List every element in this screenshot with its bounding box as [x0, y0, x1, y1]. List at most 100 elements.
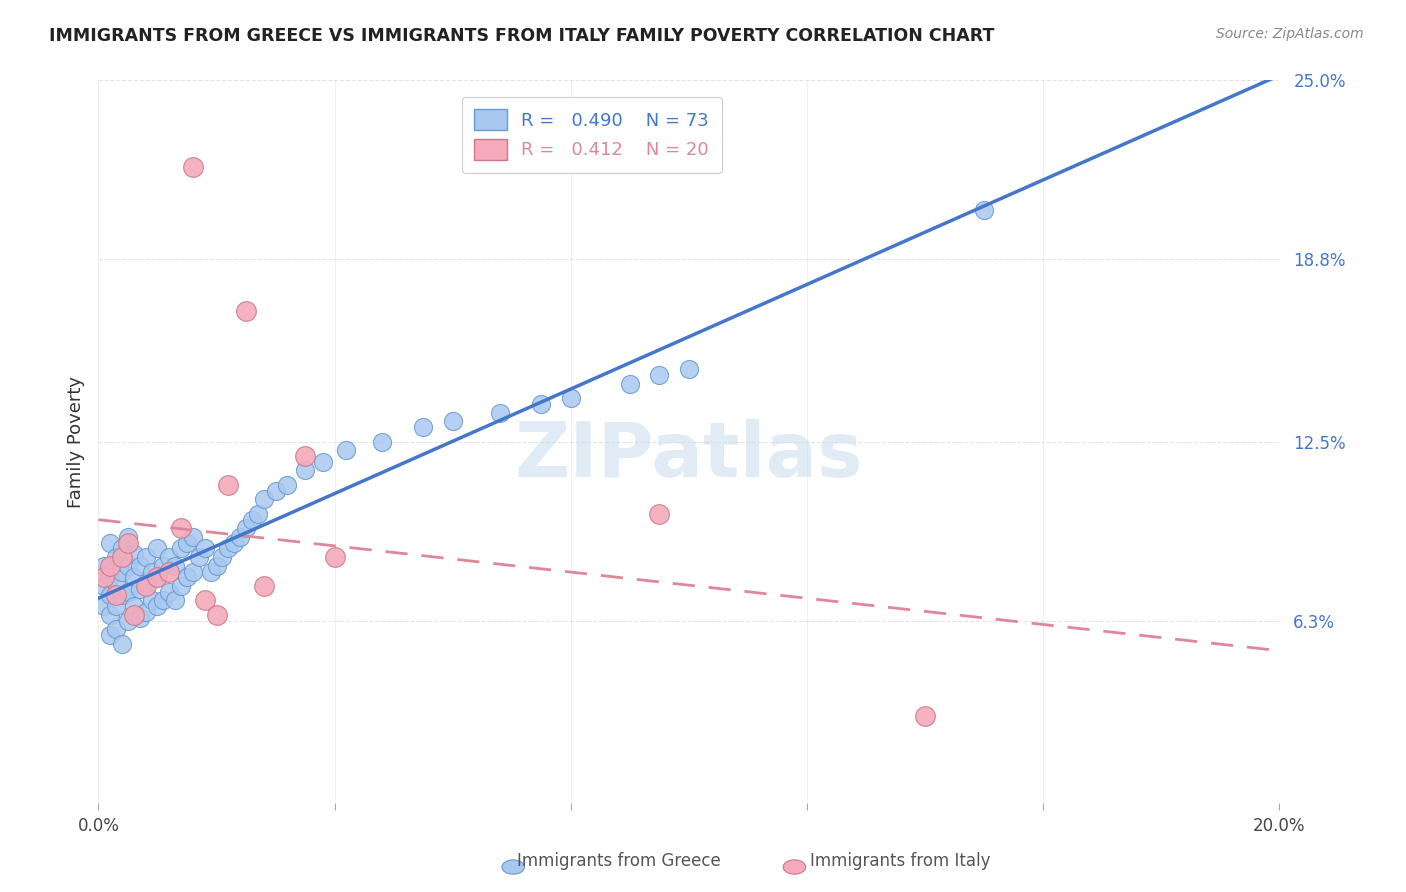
Point	[176, 535, 198, 549]
Point	[98, 607, 121, 622]
Point	[914, 709, 936, 723]
Point	[135, 605, 157, 619]
Point	[194, 541, 217, 556]
Point	[105, 623, 128, 637]
Point	[135, 576, 157, 591]
Point	[217, 478, 239, 492]
Point	[146, 541, 169, 556]
Legend: R =   0.490    N = 73, R =   0.412    N = 20: R = 0.490 N = 73, R = 0.412 N = 20	[461, 96, 721, 172]
Point	[246, 507, 269, 521]
Point	[211, 550, 233, 565]
Point	[200, 565, 222, 579]
Point	[323, 550, 346, 565]
Point	[205, 558, 228, 573]
Point	[619, 376, 641, 391]
Point	[93, 570, 115, 584]
Point	[217, 541, 239, 556]
Point	[176, 570, 198, 584]
Point	[98, 558, 121, 573]
Point	[181, 565, 204, 579]
Point	[181, 530, 204, 544]
Point	[93, 599, 115, 614]
Circle shape	[502, 860, 524, 874]
Point	[152, 558, 174, 573]
Text: IMMIGRANTS FROM GREECE VS IMMIGRANTS FROM ITALY FAMILY POVERTY CORRELATION CHART: IMMIGRANTS FROM GREECE VS IMMIGRANTS FRO…	[49, 27, 994, 45]
Point	[111, 565, 134, 579]
Text: Immigrants from Greece: Immigrants from Greece	[517, 852, 720, 870]
Point	[128, 558, 150, 573]
Point	[146, 599, 169, 614]
Text: Source: ZipAtlas.com: Source: ZipAtlas.com	[1216, 27, 1364, 41]
Point	[117, 558, 139, 573]
Point	[678, 362, 700, 376]
Point	[371, 434, 394, 449]
Point	[111, 541, 134, 556]
Point	[117, 584, 139, 599]
Point	[122, 547, 145, 561]
Point	[157, 584, 180, 599]
Point	[141, 593, 163, 607]
Point	[98, 628, 121, 642]
Point	[128, 611, 150, 625]
Point	[294, 449, 316, 463]
Point	[253, 579, 276, 593]
Point	[441, 414, 464, 428]
Point	[235, 521, 257, 535]
Point	[194, 593, 217, 607]
Point	[111, 637, 134, 651]
Point	[165, 558, 187, 573]
Point	[117, 535, 139, 549]
Point	[105, 576, 128, 591]
Point	[135, 550, 157, 565]
Y-axis label: Family Poverty: Family Poverty	[66, 376, 84, 508]
Point	[98, 588, 121, 602]
Point	[157, 565, 180, 579]
Point	[276, 478, 298, 492]
Point	[128, 582, 150, 596]
Point	[648, 507, 671, 521]
Point	[111, 550, 134, 565]
Point	[93, 579, 115, 593]
Point	[141, 565, 163, 579]
Point	[229, 530, 252, 544]
Point	[240, 512, 263, 526]
Point	[122, 607, 145, 622]
Point	[224, 535, 246, 549]
Point	[105, 588, 128, 602]
Point	[648, 368, 671, 382]
Point	[165, 593, 187, 607]
Text: ZIPatlas: ZIPatlas	[515, 419, 863, 493]
Point	[105, 550, 128, 565]
Point	[98, 570, 121, 584]
Point	[170, 521, 193, 535]
Point	[181, 160, 204, 174]
Circle shape	[783, 860, 806, 874]
Point	[122, 570, 145, 584]
Point	[105, 599, 128, 614]
Point	[235, 304, 257, 318]
Point	[117, 530, 139, 544]
Point	[146, 570, 169, 584]
Point	[157, 550, 180, 565]
Point	[560, 391, 582, 405]
Point	[294, 463, 316, 477]
Point	[122, 599, 145, 614]
Point	[98, 535, 121, 549]
Point	[489, 406, 512, 420]
Point	[335, 443, 357, 458]
Point	[973, 203, 995, 218]
Point	[93, 558, 115, 573]
Point	[530, 397, 553, 411]
Point	[152, 593, 174, 607]
Point	[187, 550, 209, 565]
Point	[146, 570, 169, 584]
Point	[205, 607, 228, 622]
Point	[253, 492, 276, 507]
Point	[312, 455, 335, 469]
Point	[117, 614, 139, 628]
Point	[264, 483, 287, 498]
Text: Immigrants from Italy: Immigrants from Italy	[810, 852, 990, 870]
Point	[412, 420, 434, 434]
Point	[170, 541, 193, 556]
Point	[170, 579, 193, 593]
